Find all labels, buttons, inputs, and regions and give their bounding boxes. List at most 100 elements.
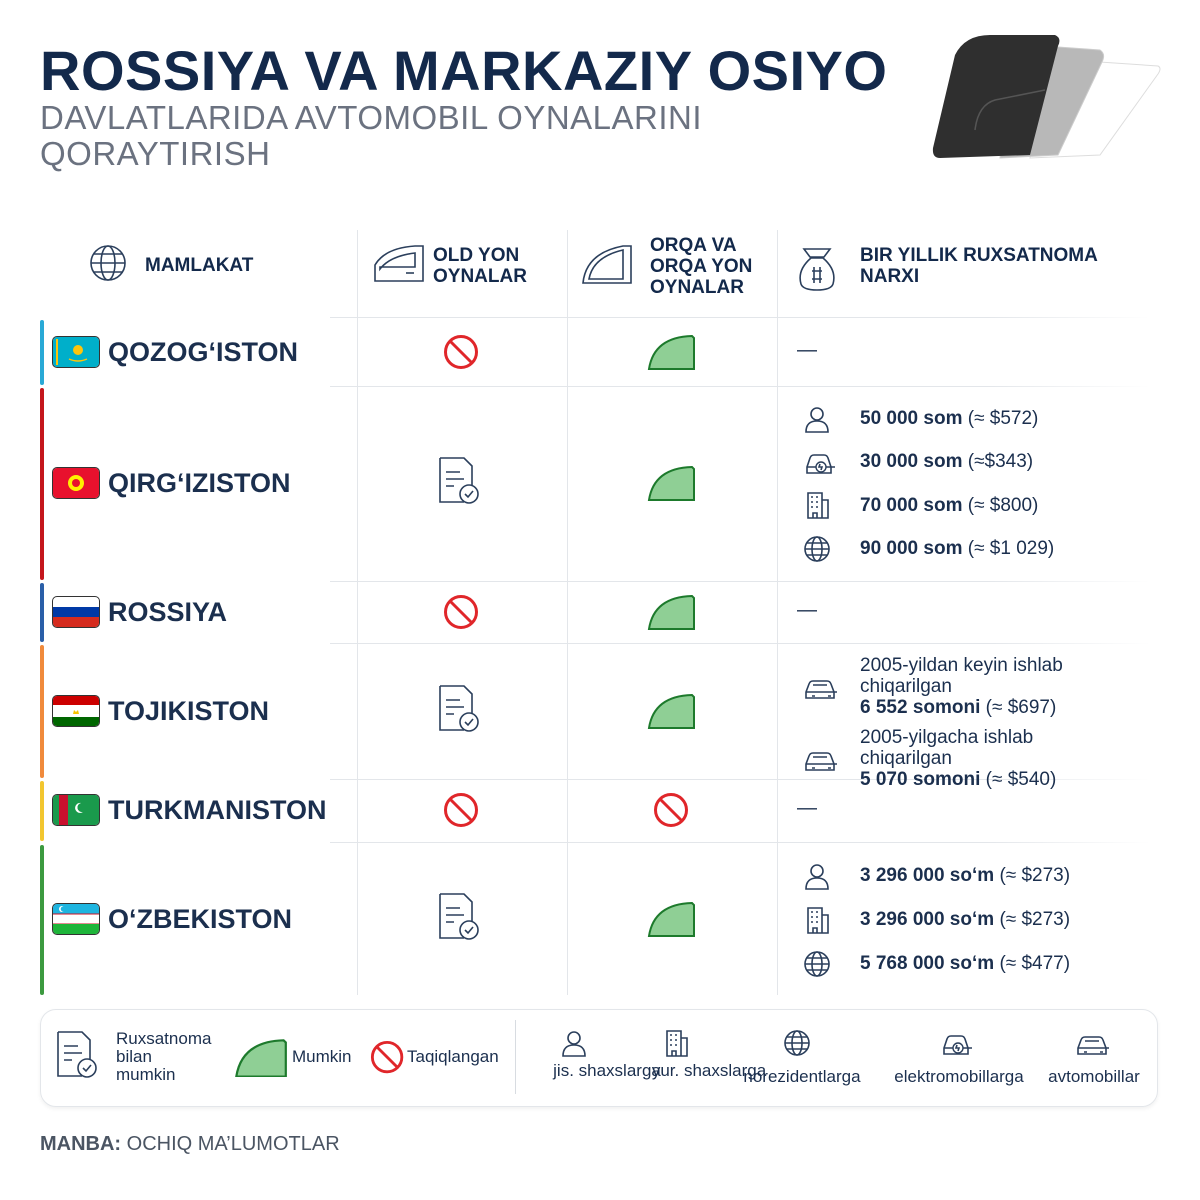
column-divider — [777, 230, 778, 995]
rear-window-status — [646, 593, 698, 633]
window-illustration — [932, 35, 1161, 159]
price-approx: (≈ $540) — [985, 769, 1057, 790]
price-line: 5 070 somoni (≈ $540) — [860, 769, 1130, 790]
row-accent — [40, 845, 44, 995]
price-approx: (≈ $1 029) — [967, 538, 1055, 560]
price-entry: 30 000 som (≈$343) — [860, 451, 1130, 472]
row-accent — [40, 645, 44, 778]
rear-window-status — [646, 900, 698, 940]
legend-divider — [515, 1020, 516, 1094]
price-amount: 70 000 som — [860, 494, 963, 516]
price-entry: 90 000 som (≈ $1 029) — [860, 538, 1130, 559]
price-approx: (≈ $697) — [985, 697, 1057, 718]
legend-icon — [55, 1030, 101, 1086]
subtitle: DAVLATLARIDA AVTOMOBIL OYNALARINI QORAYT… — [40, 99, 703, 172]
front-window-status — [443, 594, 481, 632]
front-window-status — [443, 792, 481, 830]
legend-icon — [940, 1028, 978, 1058]
price-none: — — [797, 338, 817, 361]
price-entry: 70 000 som (≈ $800) — [860, 495, 1130, 516]
recipient-icon — [803, 490, 841, 520]
price-approx: (≈ $273) — [999, 865, 1071, 886]
price-line: 90 000 som (≈ $1 029) — [860, 538, 1130, 559]
price-none: — — [797, 797, 817, 819]
flag — [52, 794, 100, 826]
price-approx: (≈ $273) — [999, 909, 1071, 930]
column-divider — [357, 230, 358, 995]
price-amount: 3 296 000 so‘m — [860, 865, 995, 886]
price-line: 5 768 000 so‘m (≈ $477) — [860, 953, 1130, 974]
price-approx: (≈ $572) — [967, 408, 1039, 429]
row-accent — [40, 583, 44, 642]
flag — [52, 335, 100, 368]
price-amount: 50 000 som — [860, 408, 963, 429]
front-window-status — [437, 684, 487, 740]
rear-window-status — [646, 692, 698, 732]
flag — [52, 467, 100, 499]
row-accent — [40, 781, 44, 841]
country-name: TURKMANISTON — [108, 795, 327, 825]
price-entry: 3 296 000 so‘m (≈ $273) — [860, 865, 1130, 886]
legend-icon — [560, 1028, 598, 1058]
row-divider — [330, 581, 1150, 582]
price-entry: 2005-yilgacha ishlab chiqarilgan 5 070 so… — [860, 727, 1130, 790]
price-amount: 5 070 somoni — [860, 769, 981, 790]
price-entry: 2005-yildan keyin ishlab chiqarilgan 6 55… — [860, 655, 1130, 718]
price-entry: 5 768 000 so‘m (≈ $477) — [860, 953, 1130, 974]
legend-label: Taqiqlangan — [407, 1047, 499, 1066]
price-line: 50 000 som (≈ $572) — [860, 408, 1130, 429]
price-none: — — [797, 598, 817, 621]
row-divider — [330, 643, 1150, 644]
flag — [52, 903, 100, 935]
legend-label: norezidentlarga — [743, 1067, 861, 1086]
country-name: O‘ZBEKISTON — [108, 904, 293, 934]
price-amount: 3 296 000 so‘m — [860, 909, 995, 930]
price-line: 3 296 000 so‘m (≈ $273) — [860, 909, 1130, 930]
recipient-icon — [803, 672, 841, 702]
rear-window-status — [646, 333, 698, 373]
source-label: MANBA: — [40, 1133, 122, 1155]
legend-icon — [233, 1037, 289, 1078]
column-divider — [567, 230, 568, 995]
flag — [52, 694, 100, 727]
price-line: 6 552 somoni (≈ $697) — [860, 697, 1130, 718]
legend-icon — [662, 1028, 700, 1058]
column-icon — [797, 243, 849, 293]
row-accent — [40, 320, 44, 385]
country-name: ROSSIYA — [108, 596, 228, 627]
price-amount: 30 000 som — [860, 451, 963, 473]
price-note: 2005-yildan keyin ishlab chiqarilgan — [860, 655, 1063, 697]
front-window-status — [443, 334, 481, 372]
legend-label: Mumkin — [292, 1047, 352, 1066]
legend-icon — [1075, 1028, 1113, 1058]
price-amount: 5 768 000 so‘m — [860, 953, 995, 974]
recipient-icon — [803, 861, 841, 891]
rear-window-status — [653, 792, 691, 830]
column-icon — [580, 243, 632, 293]
price-entry: 50 000 som (≈ $572) — [860, 408, 1130, 429]
price-line: 30 000 som (≈$343) — [860, 451, 1130, 472]
title: ROSSIYA VA MARKAZIY OSIYO — [40, 39, 888, 102]
legend-label: jis. shaxslarga — [553, 1061, 661, 1080]
front-window-status — [437, 892, 487, 948]
row-accent — [40, 388, 44, 580]
price-amount: 90 000 som — [860, 538, 963, 560]
column-header: MAMLAKAT — [145, 255, 254, 276]
price-approx: (≈ $477) — [999, 953, 1071, 974]
price-line: 70 000 som (≈ $800) — [860, 495, 1130, 516]
legend-label: avtomobillar — [1048, 1067, 1140, 1086]
recipient-icon — [803, 949, 841, 979]
column-icon — [372, 243, 424, 293]
row-divider — [330, 386, 1150, 387]
front-window-status — [437, 456, 487, 512]
recipient-icon — [803, 447, 841, 477]
recipient-icon — [803, 744, 841, 774]
column-header: OLD YON OYNALAR — [433, 245, 527, 287]
legend-icon — [783, 1028, 821, 1058]
source: MANBA: OCHIQ MA’LUMOTLAR — [40, 1133, 340, 1156]
country-name: QIRG‘IZISTON — [108, 468, 291, 498]
legend-label: Ruxsatnoma bilan mumkin — [116, 1029, 212, 1084]
column-header: BIR YILLIK RUXSATNOMA NARXI — [860, 245, 1098, 287]
price-approx: (≈ $800) — [967, 494, 1039, 516]
legend-icon — [370, 1040, 404, 1074]
